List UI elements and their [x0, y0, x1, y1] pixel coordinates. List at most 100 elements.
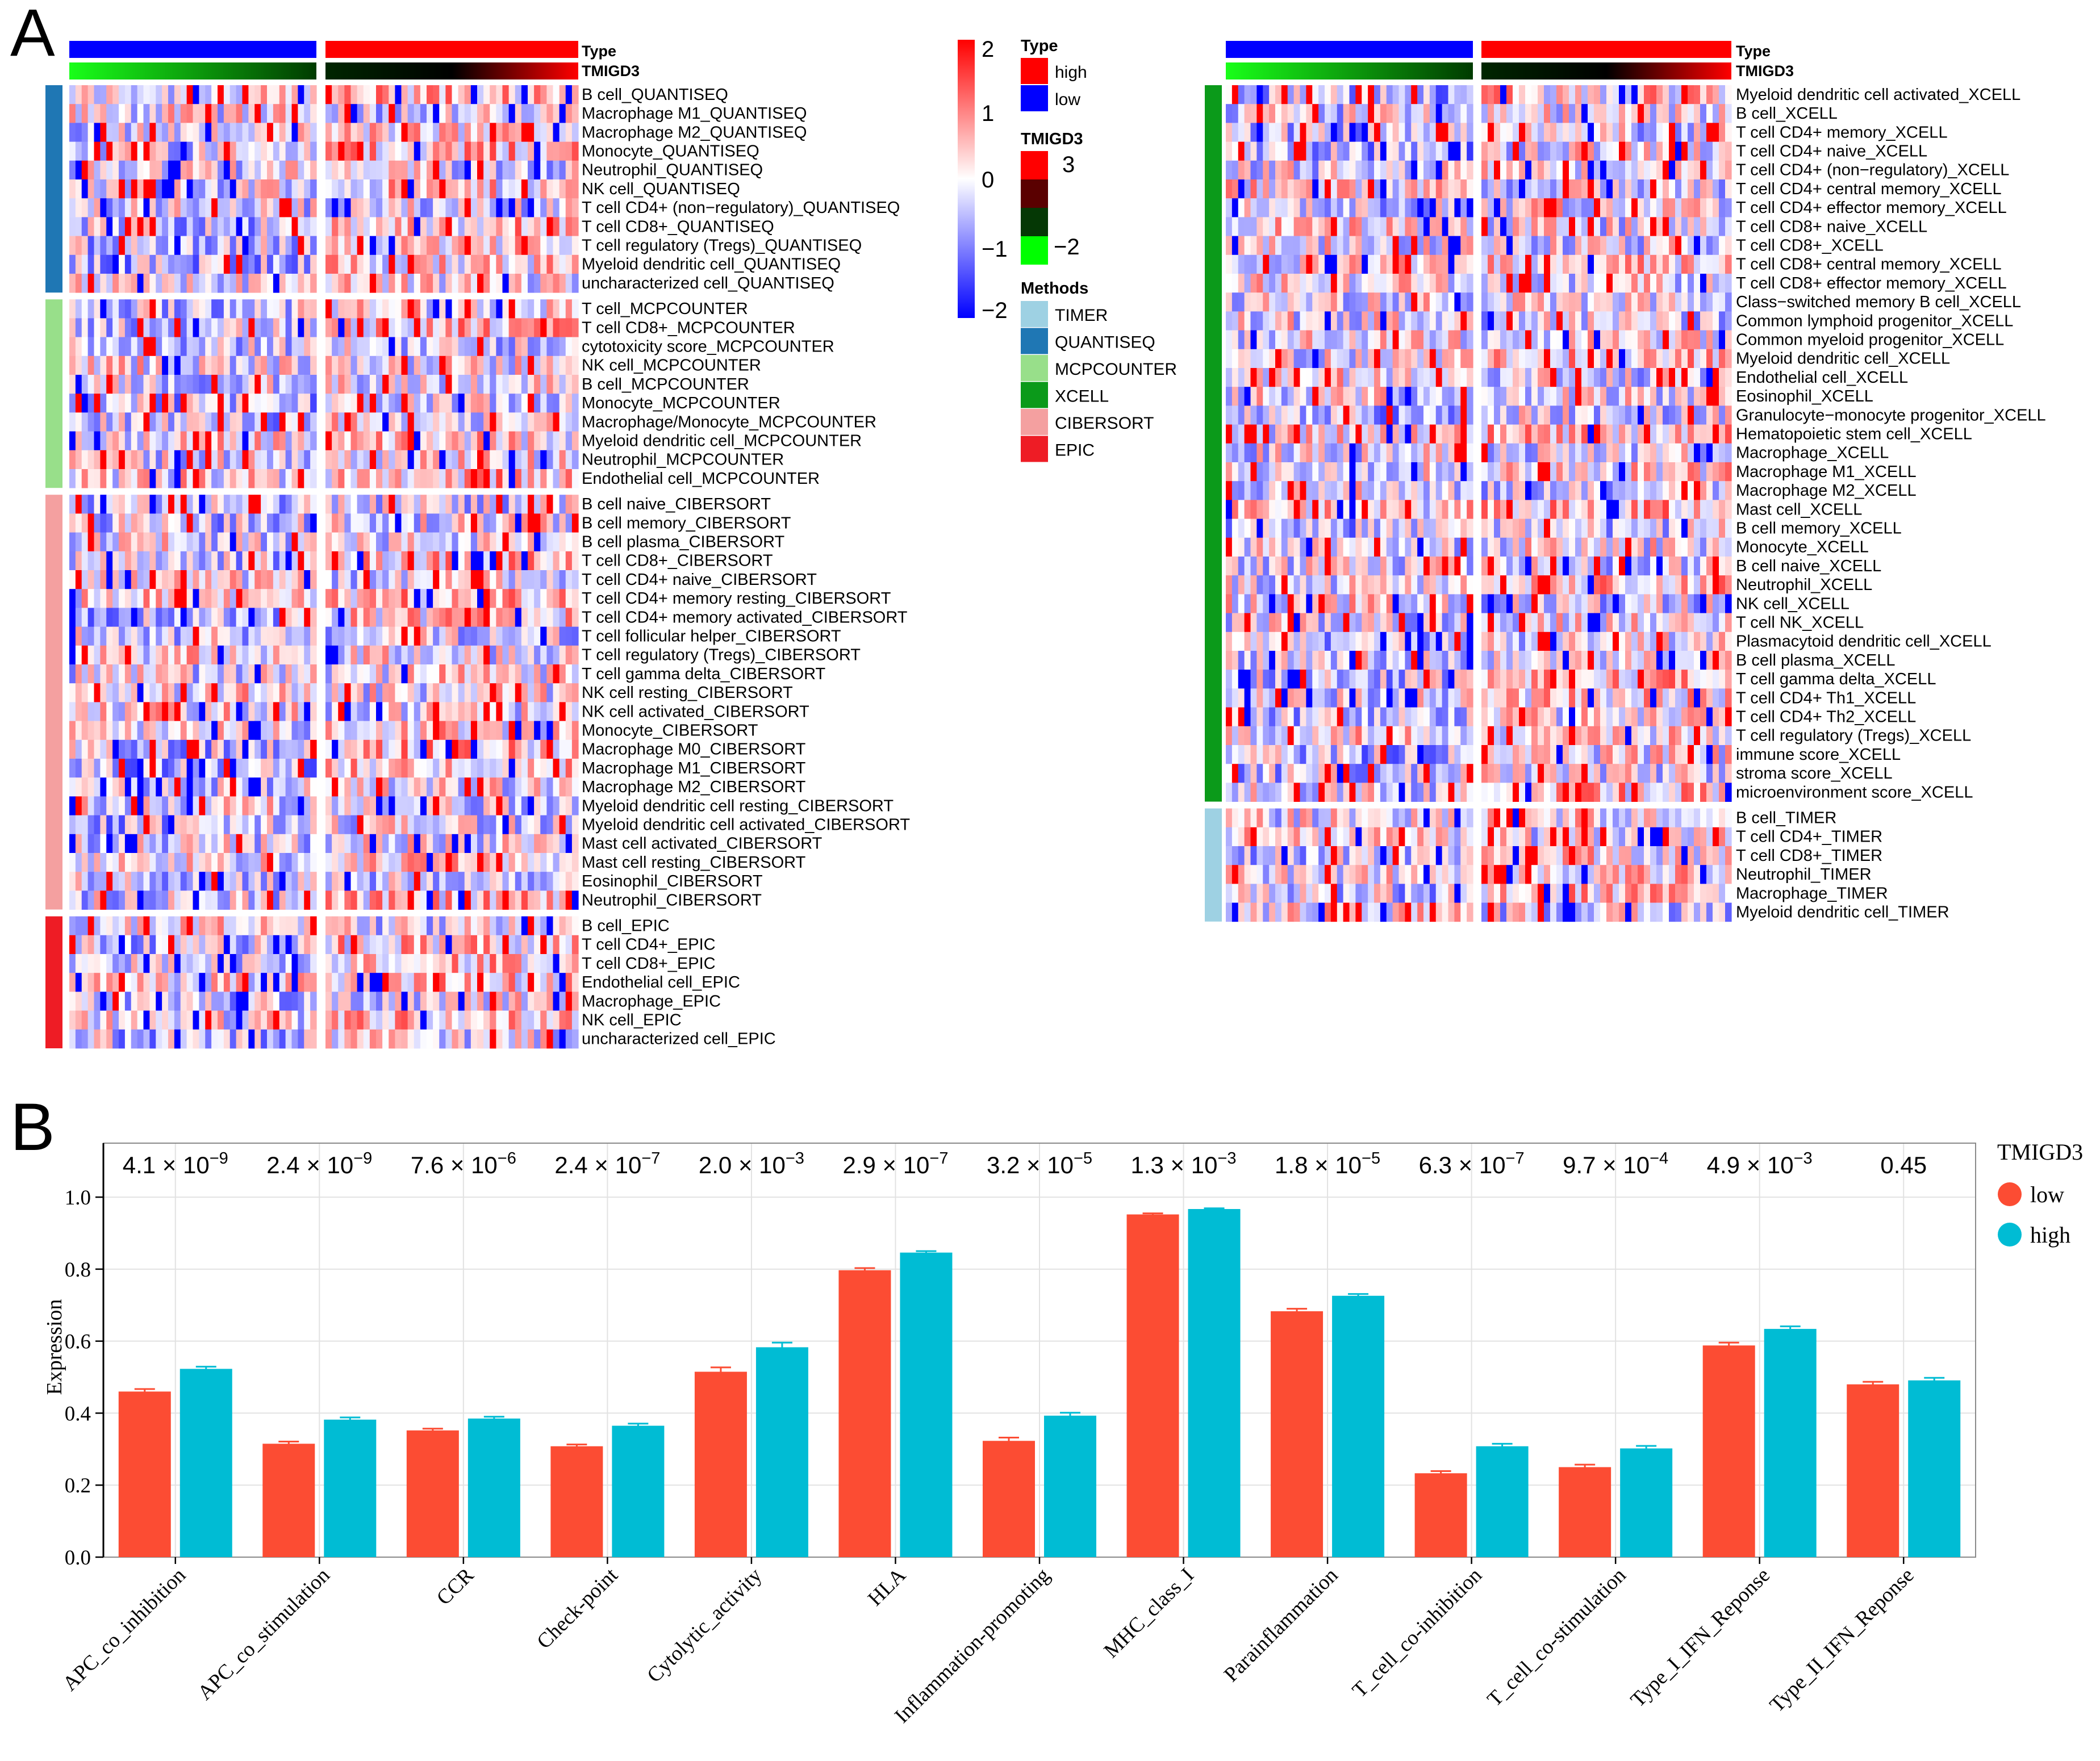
heatmap-cell [1355, 179, 1362, 199]
heatmap-cell [174, 777, 181, 797]
heatmap-cell [218, 683, 224, 702]
heatmap-cell [248, 645, 255, 665]
heatmap-cell [1374, 217, 1381, 236]
heatmap-cell [229, 570, 237, 589]
heatmap-cell [445, 495, 453, 514]
heatmap-cell [376, 796, 383, 815]
heatmap-cell [205, 916, 212, 936]
heatmap-cell [1488, 104, 1494, 123]
heatmap-cell [1506, 217, 1513, 236]
heatmap-cell [1435, 179, 1443, 199]
heatmap-cell [242, 318, 249, 337]
heatmap-cell [254, 916, 261, 936]
heatmap-cell [1306, 123, 1313, 142]
heatmap-cell [69, 853, 76, 872]
heatmap-cell [338, 872, 345, 891]
heatmap-cell [1663, 217, 1669, 236]
heatmap-cell [218, 916, 224, 936]
heatmap-cell [1538, 179, 1544, 199]
heatmap-cell [248, 254, 255, 274]
heatmap-cell [94, 664, 101, 684]
heatmap-cell [106, 85, 113, 104]
heatmap-cell [211, 973, 218, 992]
heatmap-cell [1538, 123, 1544, 142]
heatmap-cell [350, 935, 358, 955]
heatmap-cell [180, 1010, 187, 1030]
heatmap-cell [470, 702, 478, 721]
heatmap-cell [75, 739, 82, 759]
heatmap-cell [298, 179, 304, 199]
heatmap-cell [298, 495, 304, 514]
heatmap-cell [464, 104, 471, 123]
heatmap-cell [369, 973, 377, 992]
heatmap-cell [267, 495, 274, 514]
heatmap-cell [445, 935, 453, 955]
heatmap-cell [332, 570, 339, 589]
heatmap-cell [483, 916, 490, 936]
heatmap-cell [1330, 85, 1338, 104]
heatmap-cell [363, 916, 370, 936]
heatmap-cell [124, 683, 132, 702]
heatmap-cell [174, 469, 181, 488]
heatmap-cell [254, 721, 261, 741]
heatmap-cell [254, 954, 261, 973]
heatmap-cell [433, 513, 440, 533]
heatmap-cell [502, 954, 510, 973]
heatmap-cell [106, 551, 113, 571]
heatmap-cell [445, 254, 453, 274]
heatmap-cell [528, 645, 535, 665]
heatmap-cell [458, 299, 465, 319]
heatmap-cell [483, 853, 490, 872]
heatmap-cell [1625, 236, 1632, 256]
heatmap-cell [350, 872, 358, 891]
heatmap-cell [534, 160, 541, 180]
heatmap-cell [521, 160, 528, 180]
heatmap-cell [75, 702, 82, 721]
heatmap-cell [382, 274, 389, 293]
heatmap-cell [236, 532, 243, 552]
heatmap-cell [180, 570, 187, 589]
heatmap-cell [559, 394, 566, 413]
heatmap-row-label: T cell CD8+_EPIC [582, 955, 716, 973]
heatmap-cell [143, 412, 150, 432]
heatmap-cell [211, 394, 218, 413]
heatmap-cell [508, 589, 516, 608]
heatmap-cell [1556, 254, 1563, 274]
heatmap-cell [94, 992, 101, 1011]
heatmap-cell [1405, 85, 1412, 104]
heatmap-cell [298, 608, 304, 627]
heatmap-cell [1706, 141, 1713, 161]
heatmap-cell [1281, 236, 1288, 256]
heatmap-cell [180, 141, 187, 161]
heatmap-cell [483, 570, 490, 589]
heatmap-cell [452, 702, 459, 721]
heatmap-cell [401, 721, 408, 741]
heatmap-cell [490, 217, 496, 236]
heatmap-cell [106, 495, 113, 514]
heatmap-cell [180, 739, 187, 759]
heatmap-cell [445, 1010, 453, 1030]
heatmap-cell [439, 834, 446, 854]
heatmap-cell [483, 890, 490, 910]
heatmap-cell [94, 551, 101, 571]
heatmap-cell [389, 973, 395, 992]
heatmap-cell [69, 469, 76, 488]
heatmap-cell [571, 123, 579, 142]
heatmap-cell [433, 160, 440, 180]
heatmap-cell [112, 702, 119, 721]
heatmap-cell [553, 1010, 560, 1030]
heatmap-cell [298, 935, 304, 955]
heatmap-cell [565, 551, 573, 571]
heatmap-cell [490, 608, 496, 627]
heatmap-cell [1330, 160, 1338, 180]
heatmap-cell [490, 179, 496, 199]
heatmap-cell [565, 198, 573, 217]
heatmap-cell [508, 532, 516, 552]
heatmap-cell [565, 935, 573, 955]
heatmap-cell [106, 645, 113, 665]
heatmap-cell [534, 777, 541, 797]
heatmap-cell [285, 450, 293, 470]
heatmap-cell [344, 683, 352, 702]
heatmap-cell [540, 532, 547, 552]
heatmap-cell [310, 198, 317, 217]
